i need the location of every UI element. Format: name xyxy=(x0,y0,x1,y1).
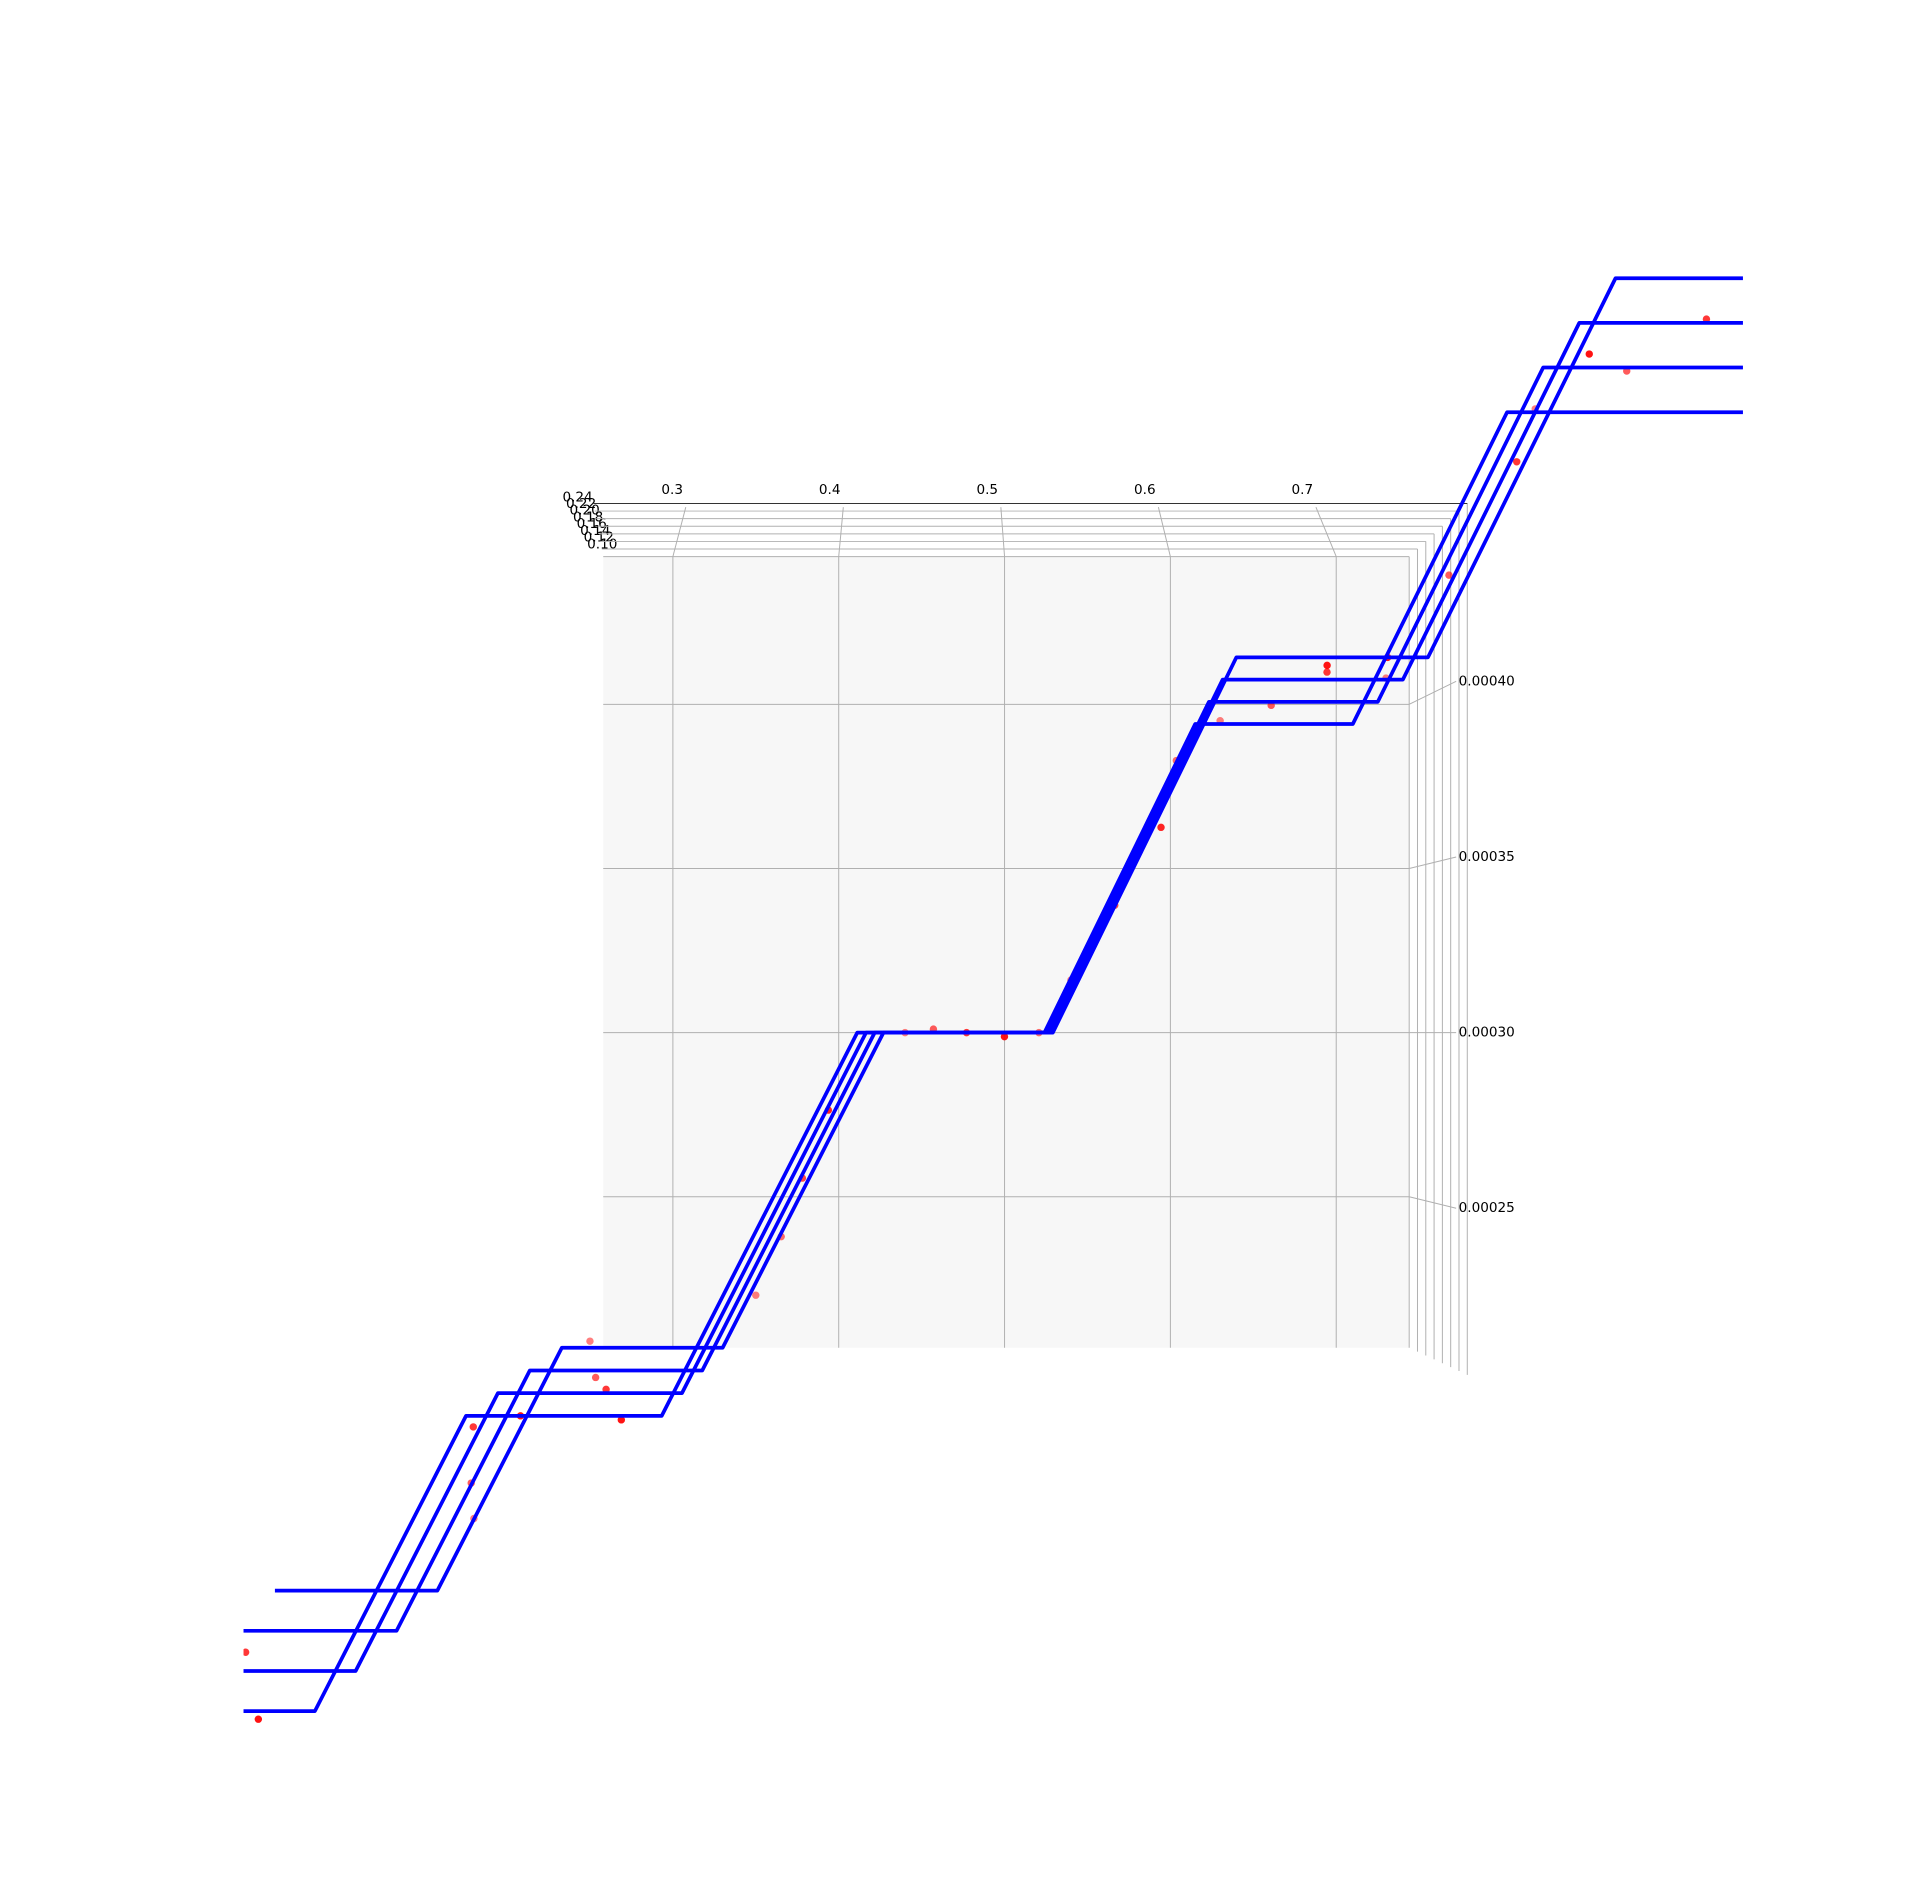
x-tick-label: 0.3 xyxy=(661,482,683,498)
back-pane xyxy=(603,556,1410,1348)
scatter-point xyxy=(1323,668,1331,676)
scatter-point xyxy=(254,1715,263,1723)
scatter-point xyxy=(1000,1032,1009,1041)
curve xyxy=(243,276,1743,1714)
tick-line xyxy=(1157,507,1171,557)
scatter-point xyxy=(617,1416,626,1424)
plot-area xyxy=(243,276,1794,1723)
y-tick-label: 0.24 xyxy=(562,489,592,505)
tick-line xyxy=(838,507,844,557)
y-tick-label: 0.16 xyxy=(577,516,607,532)
y-tick-label: 0.14 xyxy=(580,523,610,539)
scatter-point xyxy=(1157,823,1165,832)
y-tick-label: 0.10 xyxy=(587,536,617,552)
y-tick-label: 0.20 xyxy=(570,503,600,519)
x-tick-label: 0.4 xyxy=(819,482,841,498)
x-tick-label: 0.6 xyxy=(1134,482,1156,498)
z-tick-label: 0.00040 xyxy=(1459,673,1515,689)
x-tick-label: 0.7 xyxy=(1292,482,1314,498)
z-tick-label: 0.00035 xyxy=(1459,849,1515,865)
scatter-point xyxy=(752,1291,760,1299)
tick-line xyxy=(1409,856,1457,869)
scatter-point xyxy=(469,1423,477,1431)
x-tick-label: 0.5 xyxy=(976,482,998,498)
tick-line xyxy=(1000,507,1006,557)
y-tick-label: 0.22 xyxy=(566,496,596,512)
tick-line xyxy=(1408,680,1457,705)
scatter-point xyxy=(1787,282,1794,289)
scatter-point xyxy=(1585,350,1593,358)
scatter-point xyxy=(1445,571,1453,579)
scatter-point xyxy=(602,1385,610,1394)
axes-panes: 0.100.120.140.160.180.200.220.24 0.3 0.4 0.… xyxy=(562,482,1515,1375)
tick-line xyxy=(1409,1196,1457,1209)
z-tick-label: 0.00025 xyxy=(1459,1200,1515,1216)
z-tick-label: 0.00030 xyxy=(1459,1025,1515,1041)
scatter-point xyxy=(1702,315,1711,323)
tick-line xyxy=(1315,506,1337,557)
scatter-point xyxy=(1323,661,1331,670)
tick-line xyxy=(672,507,687,557)
scatter-point xyxy=(586,1337,594,1345)
scatter-point xyxy=(591,1373,600,1382)
y-tick-label: 0.18 xyxy=(573,509,603,525)
scatter-point xyxy=(243,1648,250,1656)
scatter-point xyxy=(1513,458,1521,466)
